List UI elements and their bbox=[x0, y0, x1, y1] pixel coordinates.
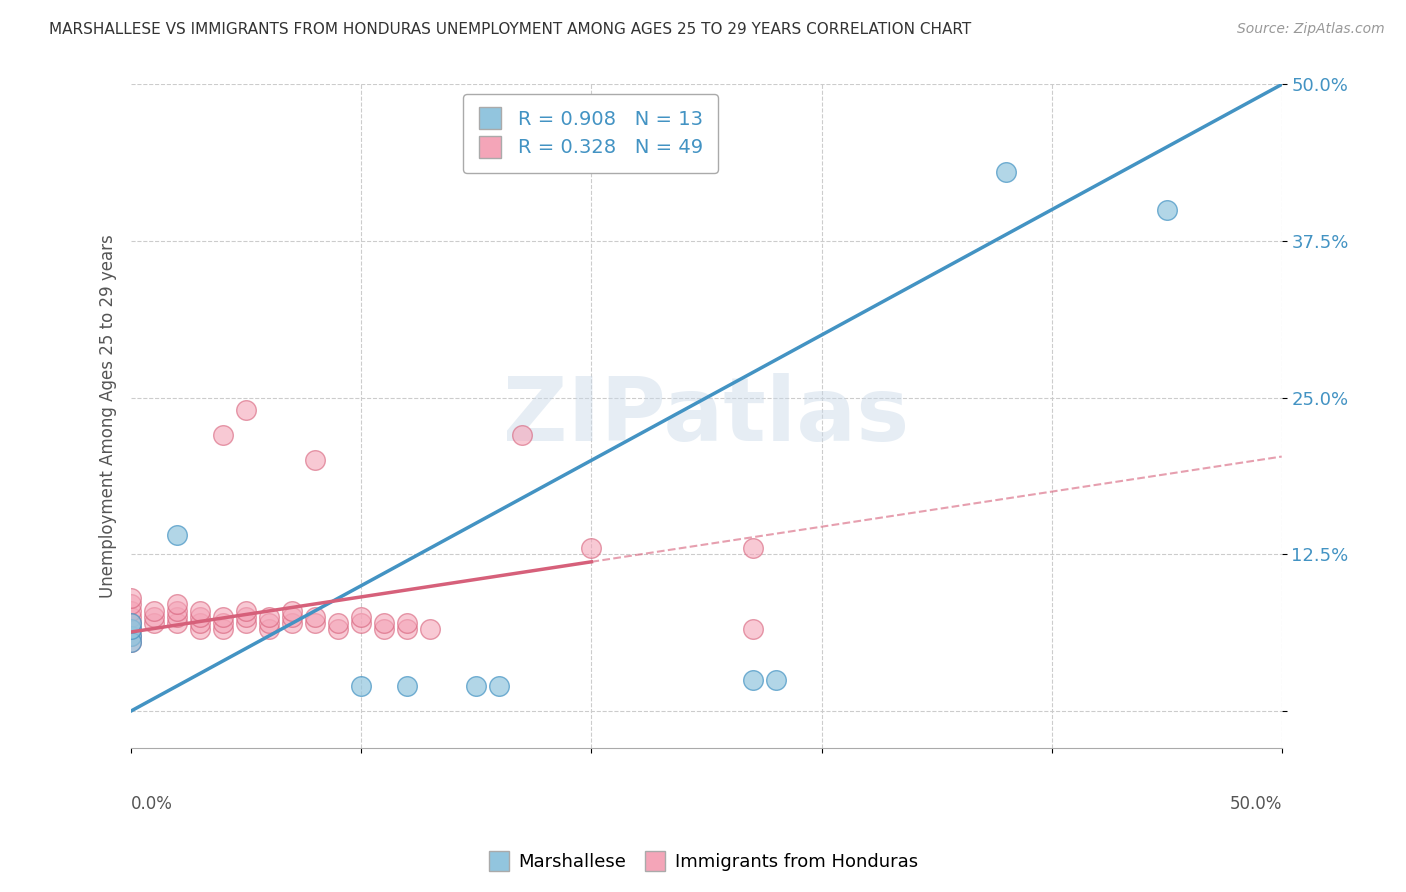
Point bbox=[166, 598, 188, 612]
Point bbox=[488, 679, 510, 693]
Point bbox=[143, 610, 166, 624]
Point bbox=[396, 679, 419, 693]
Point bbox=[259, 623, 281, 637]
Point bbox=[281, 610, 304, 624]
Point bbox=[166, 528, 188, 542]
Point bbox=[212, 616, 235, 631]
Point bbox=[120, 635, 142, 649]
Point bbox=[188, 616, 211, 631]
Text: Source: ZipAtlas.com: Source: ZipAtlas.com bbox=[1237, 22, 1385, 37]
Point bbox=[188, 604, 211, 618]
Point bbox=[212, 428, 235, 442]
Point bbox=[396, 623, 419, 637]
Text: 50.0%: 50.0% bbox=[1229, 795, 1282, 813]
Point bbox=[120, 604, 142, 618]
Point bbox=[396, 616, 419, 631]
Point bbox=[350, 679, 373, 693]
Point bbox=[188, 623, 211, 637]
Point bbox=[304, 453, 326, 467]
Point bbox=[419, 623, 441, 637]
Point bbox=[235, 403, 257, 417]
Point bbox=[581, 541, 603, 555]
Point bbox=[512, 428, 534, 442]
Point bbox=[120, 623, 142, 637]
Point bbox=[120, 623, 142, 637]
Text: ZIPatlas: ZIPatlas bbox=[503, 373, 910, 460]
Point bbox=[765, 673, 787, 687]
Point bbox=[120, 616, 142, 631]
Point bbox=[465, 679, 488, 693]
Point bbox=[328, 616, 350, 631]
Point bbox=[120, 629, 142, 643]
Point bbox=[304, 610, 326, 624]
Point bbox=[328, 623, 350, 637]
Point bbox=[120, 610, 142, 624]
Point bbox=[373, 616, 395, 631]
Point bbox=[143, 616, 166, 631]
Point bbox=[741, 673, 763, 687]
Point bbox=[120, 598, 142, 612]
Point bbox=[304, 616, 326, 631]
Point bbox=[120, 629, 142, 643]
Text: MARSHALLESE VS IMMIGRANTS FROM HONDURAS UNEMPLOYMENT AMONG AGES 25 TO 29 YEARS C: MARSHALLESE VS IMMIGRANTS FROM HONDURAS … bbox=[49, 22, 972, 37]
Point bbox=[120, 616, 142, 631]
Point bbox=[188, 610, 211, 624]
Point bbox=[143, 604, 166, 618]
Point bbox=[994, 165, 1017, 179]
Point bbox=[259, 616, 281, 631]
Point bbox=[120, 635, 142, 649]
Legend: Marshallese, Immigrants from Honduras: Marshallese, Immigrants from Honduras bbox=[481, 847, 925, 879]
Legend: R = 0.908   N = 13, R = 0.328   N = 49: R = 0.908 N = 13, R = 0.328 N = 49 bbox=[463, 95, 718, 173]
Point bbox=[235, 604, 257, 618]
Point bbox=[281, 604, 304, 618]
Point bbox=[281, 616, 304, 631]
Point bbox=[741, 623, 763, 637]
Point bbox=[212, 610, 235, 624]
Point bbox=[259, 610, 281, 624]
Point bbox=[166, 604, 188, 618]
Point bbox=[212, 623, 235, 637]
Point bbox=[1156, 202, 1178, 217]
Point bbox=[166, 616, 188, 631]
Point bbox=[350, 616, 373, 631]
Point bbox=[235, 616, 257, 631]
Point bbox=[235, 610, 257, 624]
Y-axis label: Unemployment Among Ages 25 to 29 years: Unemployment Among Ages 25 to 29 years bbox=[100, 235, 117, 599]
Point bbox=[350, 610, 373, 624]
Text: 0.0%: 0.0% bbox=[131, 795, 173, 813]
Point bbox=[741, 541, 763, 555]
Point bbox=[166, 610, 188, 624]
Point bbox=[120, 591, 142, 606]
Point bbox=[373, 623, 395, 637]
